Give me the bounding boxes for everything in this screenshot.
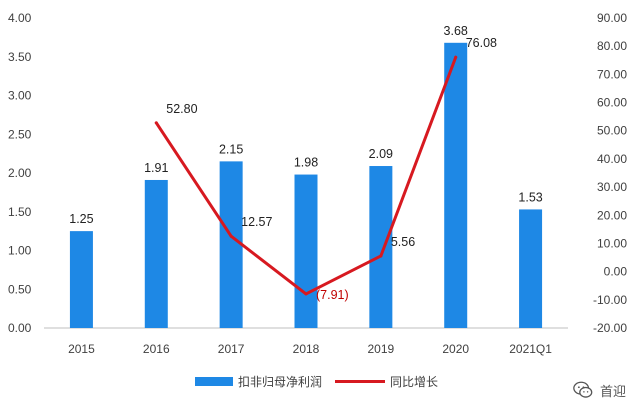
right-axis: -20.00 -10.00 0.00 10.00 20.00 30.00 40.00 50.0… — [593, 11, 627, 335]
left-axis-tick: 2.50 — [8, 127, 32, 141]
right-axis-tick: 40.00 — [597, 152, 627, 166]
line-data-label: (7.91) — [316, 288, 349, 302]
x-axis-tick: 2020 — [442, 342, 469, 356]
bar-data-label: 3.68 — [444, 24, 468, 38]
line-data-labels: 52.80 12.57 (7.91) 5.56 76.08 — [166, 36, 497, 302]
line-point — [454, 55, 458, 59]
bar — [294, 174, 318, 328]
line-data-label: 52.80 — [166, 102, 197, 116]
x-axis-tick: 2021Q1 — [509, 342, 552, 356]
left-axis-tick: 1.00 — [8, 244, 32, 258]
line-data-label: 12.57 — [241, 215, 272, 229]
x-axis-tick: 2017 — [218, 342, 245, 356]
right-axis-tick: -20.00 — [593, 321, 627, 335]
bar — [444, 42, 468, 329]
right-axis-tick: 80.00 — [597, 39, 627, 53]
right-axis-tick: 20.00 — [597, 208, 627, 222]
x-axis-tick: 2015 — [68, 342, 95, 356]
legend-line-label: 同比增长 — [390, 375, 438, 389]
bar-data-label: 2.09 — [369, 147, 393, 161]
bar-data-label: 1.25 — [69, 212, 93, 226]
right-axis-tick: 30.00 — [597, 180, 627, 194]
bar-data-label: 1.91 — [144, 161, 168, 175]
bar-data-label: 1.98 — [294, 156, 318, 170]
line-point — [229, 234, 233, 238]
line-point — [154, 121, 158, 125]
bar — [219, 161, 243, 328]
bar-series — [69, 42, 543, 329]
left-axis-tick: 4.00 — [8, 11, 32, 25]
legend-bar-swatch — [195, 377, 233, 386]
bar — [369, 166, 393, 328]
right-axis-tick: 70.00 — [597, 67, 627, 81]
legend: 扣非归母净利润 同比增长 — [195, 375, 438, 389]
bar — [519, 209, 543, 328]
bar-data-label: 2.15 — [219, 142, 243, 156]
x-axis-tick: 2019 — [368, 342, 395, 356]
left-axis-tick: 1.50 — [8, 205, 32, 219]
wechat-icon — [573, 381, 593, 398]
line-data-label: 76.08 — [466, 36, 497, 50]
bar-data-labels: 1.25 1.91 2.15 1.98 2.09 3.68 1.53 — [69, 24, 543, 226]
left-axis-tick: 0.00 — [8, 321, 32, 335]
bar — [144, 179, 168, 328]
right-axis-tick: 50.00 — [597, 124, 627, 138]
right-axis-tick: 90.00 — [597, 11, 627, 25]
x-axis-tick: 2016 — [143, 342, 170, 356]
watermark: 首迎 — [572, 379, 626, 401]
right-axis-tick: -10.00 — [593, 293, 627, 307]
left-axis-tick: 3.50 — [8, 50, 32, 64]
watermark-text: 首迎 — [599, 383, 626, 399]
bar-data-label: 1.53 — [518, 190, 542, 204]
right-axis-tick: 10.00 — [597, 236, 627, 250]
left-axis: 0.00 0.50 1.00 1.50 2.00 2.50 3.00 3.50 4.00 — [8, 11, 32, 335]
bar — [69, 231, 93, 328]
right-axis-tick: 60.00 — [597, 96, 627, 110]
line-series — [154, 55, 458, 296]
line-data-label: 5.56 — [391, 235, 415, 249]
line-point — [379, 254, 383, 258]
right-axis-tick: 0.00 — [604, 265, 628, 279]
legend-bar-label: 扣非归母净利润 — [238, 375, 322, 389]
left-axis-tick: 2.00 — [8, 166, 32, 180]
x-axis-tick: 2018 — [293, 342, 320, 356]
left-axis-tick: 3.00 — [8, 89, 32, 103]
x-axis-ticks: 2015 2016 2017 2018 2019 2020 2021Q1 — [68, 342, 552, 356]
left-axis-tick: 0.50 — [8, 282, 32, 296]
line-point — [304, 292, 308, 296]
